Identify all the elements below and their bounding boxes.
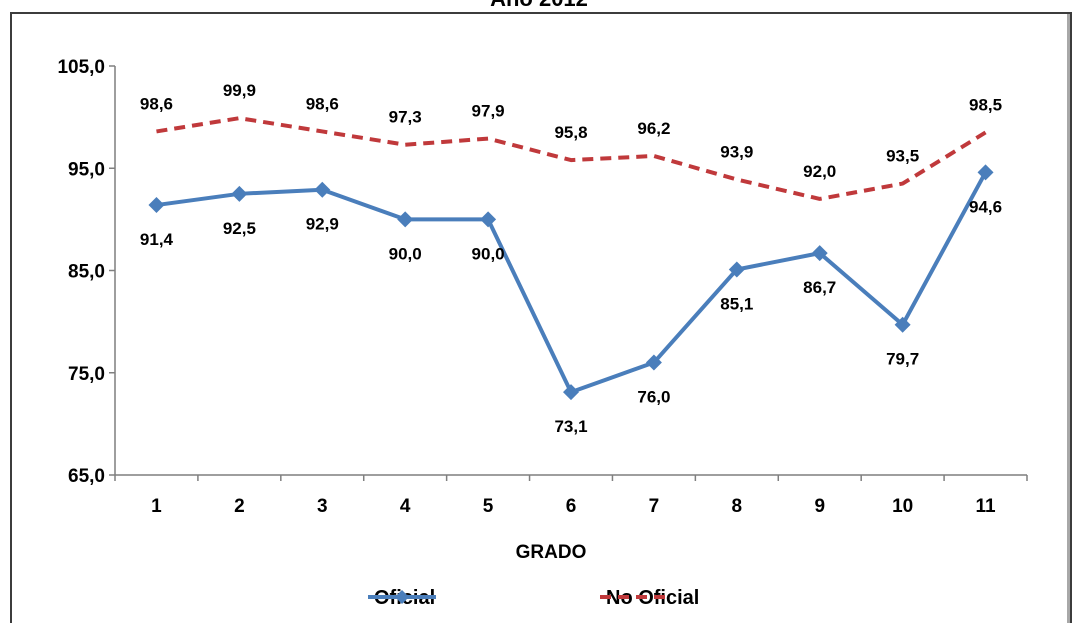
- x-tick-label: 3: [317, 496, 328, 517]
- data-point-oficial: [811, 245, 828, 262]
- x-tick-label: 9: [814, 496, 825, 517]
- data-label-oficial: 90,0: [389, 244, 422, 263]
- x-tick-label: 6: [566, 496, 577, 517]
- x-tick-label: 8: [732, 496, 743, 517]
- x-tick-label: 4: [400, 496, 411, 517]
- data-point-oficial: [314, 181, 331, 198]
- y-tick-label: 65,0: [68, 466, 105, 487]
- data-point-oficial: [728, 261, 745, 278]
- data-label-no-oficial: 98,6: [140, 94, 173, 113]
- data-label-no-oficial: 96,2: [637, 119, 670, 138]
- data-point-oficial: [563, 384, 579, 401]
- x-tick-label: 11: [975, 496, 996, 517]
- chart-frame: [10, 12, 1072, 623]
- x-tick-label: 7: [649, 496, 660, 517]
- y-tick-label: 105,0: [57, 57, 105, 78]
- data-label-oficial: 86,7: [803, 278, 836, 297]
- legend-swatch-no-oficial: [600, 595, 670, 599]
- data-point-oficial: [480, 211, 497, 228]
- series-line-oficial: [156, 171, 988, 395]
- data-point-oficial: [148, 197, 165, 214]
- x-tick-label: 10: [892, 496, 913, 517]
- legend: Oficial No Oficial: [0, 587, 1078, 617]
- y-tick-label: 75,0: [68, 364, 105, 385]
- data-label-oficial: 85,1: [720, 294, 753, 313]
- data-label-oficial: 91,4: [140, 230, 174, 249]
- data-label-no-oficial: 97,3: [389, 108, 422, 127]
- series-line-no-oficial: [156, 116, 987, 201]
- data-label-oficial: 90,0: [472, 244, 505, 263]
- x-tick-label: 5: [483, 496, 494, 517]
- data-point-oficial: [977, 164, 994, 181]
- data-label-no-oficial: 97,9: [472, 102, 505, 121]
- data-label-no-oficial: 93,9: [720, 142, 753, 161]
- data-point-oficial: [645, 354, 662, 371]
- data-point-oficial: [397, 211, 414, 228]
- data-point-oficial: [231, 185, 248, 202]
- data-point-oficial: [894, 316, 911, 333]
- legend-item-no-oficial[interactable]: No Oficial: [600, 587, 699, 610]
- y-tick-label: 85,0: [68, 262, 105, 283]
- data-label-no-oficial: 95,8: [554, 123, 587, 142]
- data-label-no-oficial: 99,9: [223, 81, 256, 100]
- data-label-oficial: 73,1: [554, 417, 587, 436]
- legend-item-oficial[interactable]: Oficial: [368, 587, 436, 610]
- data-label-oficial: 94,6: [969, 197, 1002, 216]
- legend-label-no-oficial: No Oficial: [606, 587, 700, 609]
- data-label-oficial: 92,9: [306, 215, 339, 234]
- data-label-no-oficial: 92,0: [803, 162, 836, 181]
- data-label-oficial: 79,7: [886, 350, 919, 369]
- data-label-oficial: 76,0: [637, 388, 670, 407]
- data-label-oficial: 92,5: [223, 219, 256, 238]
- x-tick-label: 1: [151, 496, 162, 517]
- data-label-no-oficial: 98,6: [306, 94, 339, 113]
- x-tick-label: 2: [234, 496, 245, 517]
- data-label-no-oficial: 93,5: [886, 147, 919, 166]
- legend-swatch-oficial: [368, 590, 436, 604]
- x-axis-label: GRADO: [516, 542, 587, 563]
- data-label-no-oficial: 98,5: [969, 95, 1002, 114]
- y-tick-label: 95,0: [68, 159, 105, 180]
- chart-title: Año 2012: [0, 0, 1078, 12]
